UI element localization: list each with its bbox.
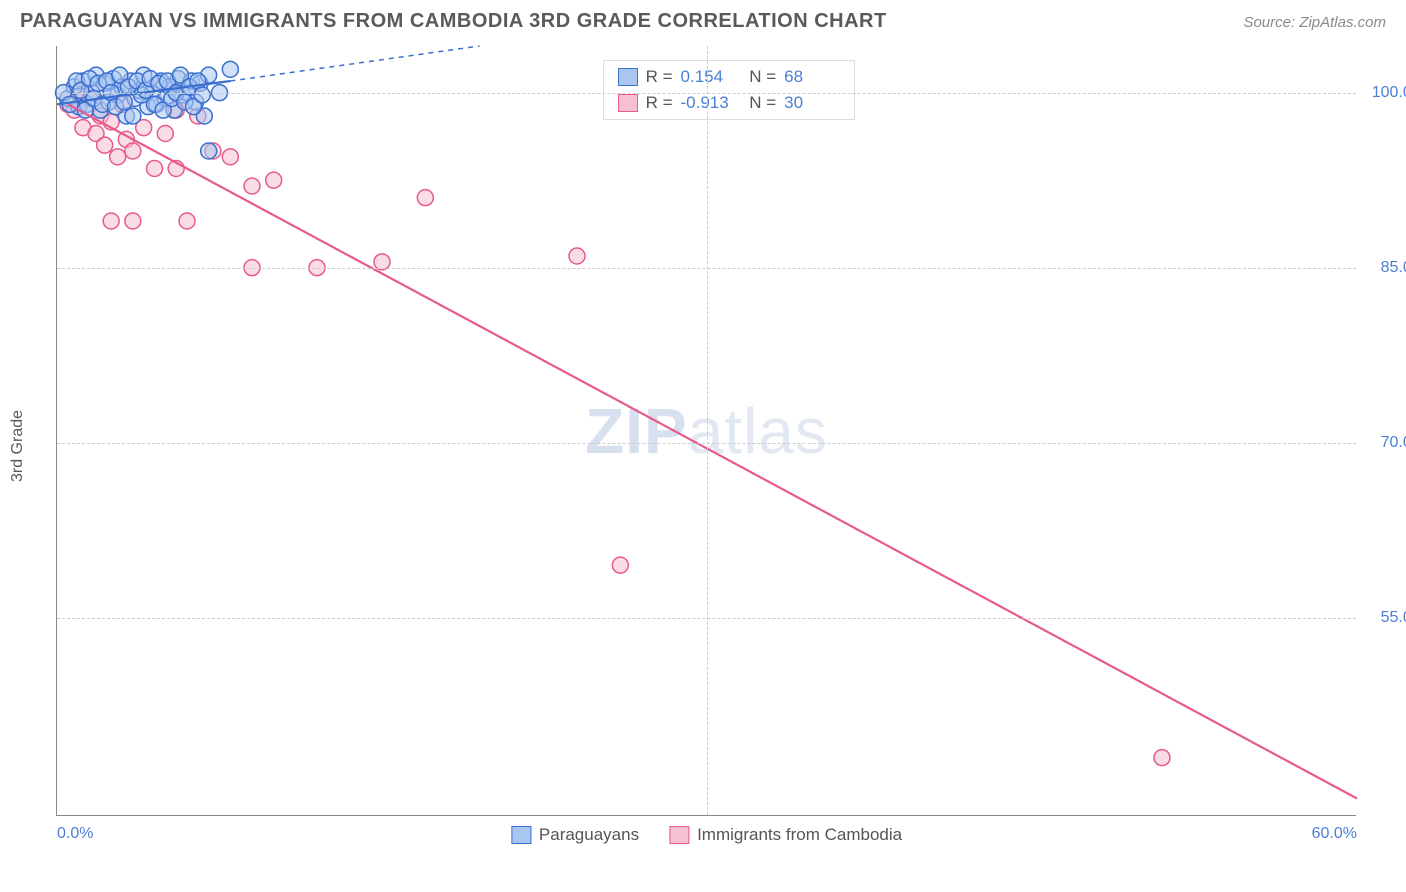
x-tick-label: 60.0% (1312, 825, 1357, 843)
r-value-1: -0.913 (681, 93, 737, 113)
y-axis-label: 3rd Grade (9, 410, 27, 482)
swatch-icon (618, 68, 638, 86)
source-attribution: Source: ZipAtlas.com (1243, 14, 1386, 31)
swatch-icon (669, 826, 689, 844)
correlation-legend: R = 0.154 N = 68 R = -0.913 N = 30 (603, 60, 856, 120)
stat-label: R = (646, 93, 673, 113)
swatch-icon (618, 94, 638, 112)
n-value-0: 68 (784, 67, 840, 87)
y-tick-label: 100.0% (1366, 84, 1406, 102)
n-value-1: 30 (784, 93, 840, 113)
x-tick-label: 0.0% (57, 825, 93, 843)
swatch-icon (511, 826, 531, 844)
legend-row-series-0: R = 0.154 N = 68 (618, 67, 841, 87)
y-tick-label: 55.0% (1366, 609, 1406, 627)
stat-label: N = (745, 67, 777, 87)
series-legend: Paraguayans Immigrants from Cambodia (511, 825, 902, 845)
stat-label: R = (646, 67, 673, 87)
legend-label-0: Paraguayans (539, 825, 639, 845)
y-tick-label: 85.0% (1366, 259, 1406, 277)
chart-plot-area: ZIPatlas R = 0.154 N = 68 R = -0.913 N =… (56, 46, 1356, 816)
legend-item-1: Immigrants from Cambodia (669, 825, 902, 845)
stat-label: N = (745, 93, 777, 113)
y-tick-label: 70.0% (1366, 434, 1406, 452)
legend-row-series-1: R = -0.913 N = 30 (618, 93, 841, 113)
r-value-0: 0.154 (681, 67, 737, 87)
chart-title: PARAGUAYAN VS IMMIGRANTS FROM CAMBODIA 3… (20, 10, 887, 33)
legend-item-0: Paraguayans (511, 825, 639, 845)
legend-label-1: Immigrants from Cambodia (697, 825, 902, 845)
